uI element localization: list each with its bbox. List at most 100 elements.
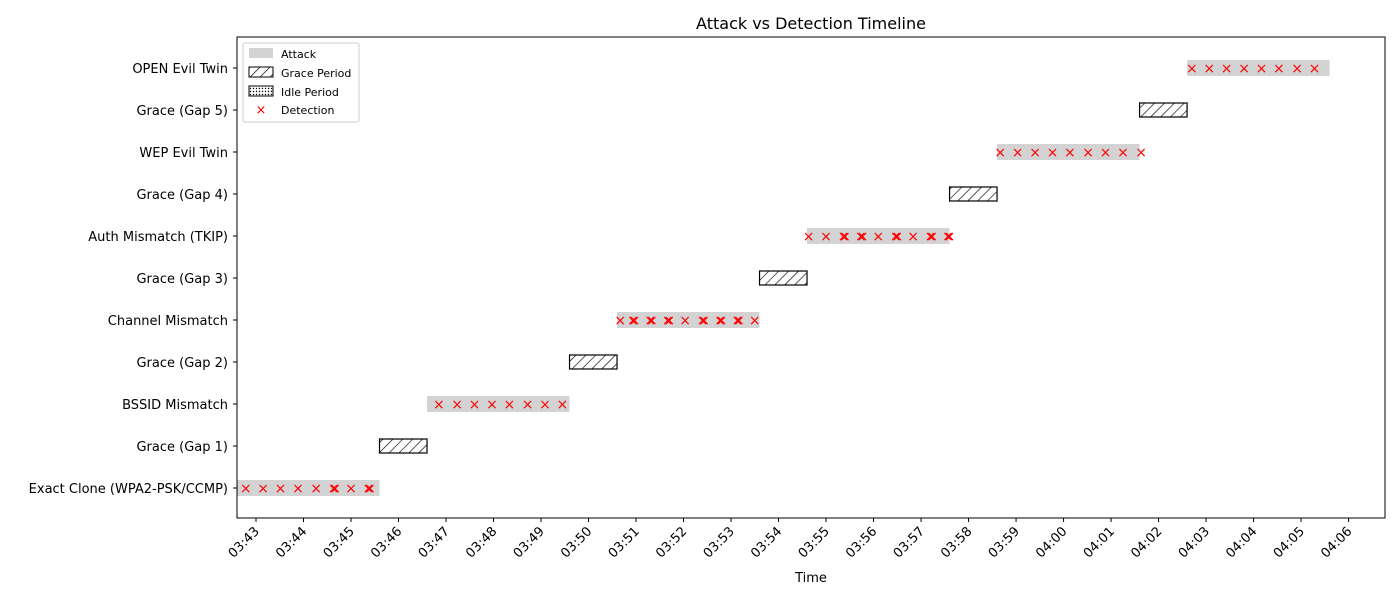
detection-marker: × [503,397,515,413]
attack-period-bar [617,312,760,328]
detection-marker: × [714,313,726,329]
detection-marker: × [292,481,304,497]
x-tick-label: 03:48 [463,524,500,561]
legend-detection-marker: × [256,103,267,118]
detection-marker: × [1221,61,1233,77]
plot-layer: × × × × × ×× × ××× × × × × × × ×× ×× ×× ×× × ×× ×× ×× ×× × ×× ×× ×… [237,60,1330,497]
x-tick-label: 04:02 [1128,524,1165,561]
detection-marker: × [646,313,658,329]
detection-marker: × [838,229,850,245]
y-tick-label: Grace (Gap 2) [136,356,228,371]
detection-marker: × [716,313,728,329]
detection-marker: × [329,481,341,497]
detection-marker: × [1291,61,1303,77]
legend-attack-label: Attack [281,48,317,61]
x-tick-label: 03:55 [796,524,833,561]
detection-marker: × [839,229,851,245]
x-tick-label: 03:59 [986,524,1023,561]
x-tick-label: 04:01 [1081,524,1118,561]
detection-marker: × [1309,61,1321,77]
detection-marker: × [942,229,954,245]
legend-idle-label: Idle Period [281,86,339,99]
detection-marker: × [698,313,710,329]
grace-period-bar [378,438,428,454]
y-tick-label: WEP Evil Twin [139,146,228,161]
detection-marker: × [855,229,867,245]
detection-marker: × [732,313,744,329]
legend-frame [242,42,360,123]
detection-marker: × [890,229,902,245]
x-tick-label: 03:47 [416,524,453,561]
legend: Attack Grace Period Idle Period × Detect… [242,42,360,123]
x-tick-label: 03:50 [558,524,595,561]
detection-marker: × [644,313,656,329]
detection-marker: × [451,397,463,413]
detection-marker: × [679,313,691,329]
detection-marker: × [1256,61,1268,77]
y-tick-label: Grace (Gap 5) [136,104,228,119]
detection-marker: × [1064,145,1076,161]
detection-marker: × [433,397,445,413]
y-tick-label: Grace (Gap 1) [136,440,228,455]
detection-marker: × [614,313,626,329]
x-tick-label: 03:58 [938,524,975,561]
detection-marker: × [944,229,956,245]
detection-marker: × [994,145,1006,161]
legend-grace-swatch [248,66,274,78]
detection-marker: × [1100,145,1112,161]
x-tick-label: 03:53 [701,524,738,561]
grace-period-bar [948,186,998,202]
x-tick-label: 03:44 [273,524,310,561]
detection-marker: × [522,397,534,413]
detection-marker: × [629,313,641,329]
grace-period-bar [758,270,808,286]
detection-marker: × [1238,61,1250,77]
x-tick-label: 04:00 [1033,524,1070,561]
grace-period-bar [568,354,618,370]
detection-marker: × [749,313,761,329]
detection-marker: × [557,397,569,413]
detection-marker: × [1273,61,1285,77]
attack-period-bar [997,144,1140,160]
x-tick-label: 04:04 [1223,524,1260,561]
axis-layer: Exact Clone (WPA2-PSK/CCMP) Grace (Gap 1)… [29,62,1356,561]
detection-marker: × [803,229,815,245]
legend-attack-swatch [249,48,273,58]
detection-marker: × [820,229,832,245]
detection-marker: × [662,313,674,329]
detection-marker: × [1117,145,1129,161]
detection-marker: × [275,481,287,497]
detection-marker: × [345,481,357,497]
detection-marker: × [1029,145,1041,161]
detection-marker: × [663,313,675,329]
detection-marker: × [1012,145,1024,161]
grace-period-bar [1138,102,1188,118]
x-tick-label: 04:06 [1318,524,1355,561]
y-tick-label: Channel Mismatch [108,314,228,329]
x-tick-label: 03:46 [368,524,405,561]
detection-marker: × [857,229,869,245]
detection-marker: × [539,397,551,413]
attack-period-bar [807,228,950,244]
legend-idle-swatch [248,85,274,97]
detection-marker: × [486,397,498,413]
x-tick-label: 03:54 [748,524,785,561]
detection-marker: × [907,229,919,245]
x-tick-label: 03:56 [843,524,880,561]
y-tick-label: Grace (Gap 3) [136,272,228,287]
detection-marker: × [1186,61,1198,77]
x-tick-label: 03:57 [891,524,928,561]
detection-marker: × [257,481,269,497]
y-tick-label: Exact Clone (WPA2-PSK/CCMP) [29,482,228,497]
x-tick-label: 03:43 [226,524,263,561]
detection-marker: × [1135,145,1147,161]
y-tick-label: BSSID Mismatch [122,398,228,413]
x-tick-label: 03:52 [653,524,690,561]
detection-marker: × [627,313,639,329]
attack-period-bar [1187,60,1330,76]
legend-grace-label: Grace Period [281,67,351,80]
y-tick-label: OPEN Evil Twin [132,62,228,77]
x-tick-label: 04:03 [1176,524,1213,561]
detection-marker: × [1203,61,1215,77]
